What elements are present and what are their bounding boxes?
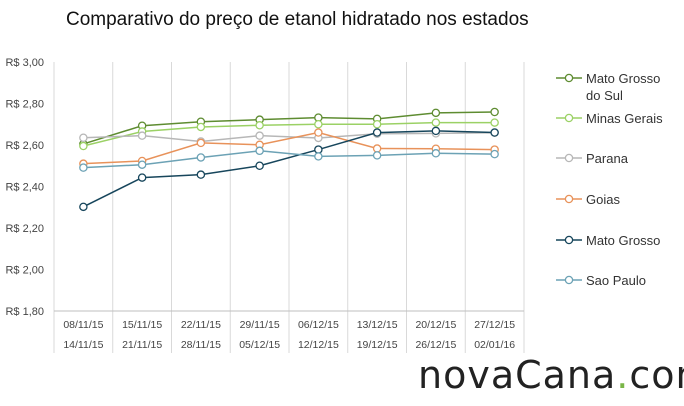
- data-point: [314, 120, 323, 129]
- legend-item-sao-paulo: Sao Paulo: [556, 273, 646, 288]
- y-tick-label: R$ 2,40: [5, 182, 44, 194]
- legend-swatch-marker: [564, 73, 574, 83]
- series-line: [83, 111, 495, 145]
- data-point: [372, 128, 382, 137]
- x-tick-label-end: 05/12/15: [239, 339, 280, 351]
- series-line: [83, 121, 495, 147]
- data-point: [255, 161, 264, 170]
- data-point: [79, 141, 88, 151]
- series-line: [83, 130, 495, 208]
- data-point: [431, 126, 441, 136]
- series-mato-grosso: [79, 126, 499, 212]
- legend-label: Sao Paulo: [586, 273, 646, 288]
- brand-logo: novaCana.com: [418, 356, 684, 394]
- legend-label: Minas Gerais: [586, 111, 663, 126]
- x-tick-label-start: 20/12/15: [415, 319, 456, 331]
- legend: Mato Grosso do Sul Minas Gerais Parana Goias…: [556, 71, 663, 288]
- data-point: [490, 128, 499, 137]
- data-point: [137, 173, 147, 182]
- y-tick-label: R$ 2,00: [5, 265, 44, 277]
- data-point: [490, 118, 499, 127]
- data-point: [314, 128, 323, 137]
- brand-tld: com: [629, 353, 684, 397]
- data-point: [255, 131, 264, 140]
- legend-label: do Sul: [586, 88, 623, 103]
- data-point: [431, 118, 441, 127]
- legend-label: Mato Grosso: [586, 233, 660, 248]
- series-minas-gerais: [79, 118, 499, 151]
- data-point: [79, 133, 88, 142]
- data-point: [372, 144, 382, 153]
- legend-swatch-marker: [564, 275, 574, 285]
- legend-swatch-marker: [564, 153, 574, 163]
- axis-layer: R$ 1,80 R$ 2,00 R$ 2,20 R$ 2,40 R$ 2,60 R$ 2,…: [5, 57, 525, 353]
- grid-layer: [53, 62, 525, 311]
- data-point: [137, 160, 147, 169]
- data-point: [196, 138, 206, 148]
- x-tick-label-end: 14/11/15: [63, 339, 103, 351]
- legend-item-mato-grosso-do-sul: Mato Grosso do Sul: [556, 71, 660, 103]
- chart-title: Comparativo do preço de etanol hidratado…: [66, 9, 529, 30]
- series-line: [83, 150, 495, 169]
- x-tick-label-end: 02/01/16: [474, 339, 515, 351]
- x-tick-label-start: 08/11/15: [63, 319, 103, 331]
- x-tick-label-end: 28/11/15: [181, 339, 221, 351]
- data-point: [431, 108, 441, 118]
- data-point: [490, 107, 499, 117]
- data-point: [255, 121, 264, 130]
- legend-item-parana: Parana: [556, 151, 629, 166]
- y-tick-label: R$ 2,60: [5, 140, 44, 152]
- x-tick-label-start: 22/11/15: [181, 319, 221, 331]
- y-tick-label: R$ 1,80: [5, 306, 44, 318]
- legend-item-minas-gerais: Minas Gerais: [556, 111, 663, 126]
- data-point: [490, 149, 499, 159]
- x-tick-label-end: 19/12/15: [357, 339, 398, 351]
- data-point: [196, 122, 206, 132]
- data-point: [79, 163, 88, 172]
- series-line: [83, 131, 495, 165]
- x-tick-label-end: 26/12/15: [415, 339, 456, 351]
- data-point: [314, 152, 323, 161]
- legend-label: Parana: [586, 151, 629, 166]
- legend-item-mato-grosso: Mato Grosso: [556, 233, 660, 248]
- y-tick-label: R$ 3,00: [5, 57, 44, 69]
- brand-dot: .: [616, 353, 630, 397]
- y-tick-label: R$ 2,20: [5, 223, 44, 235]
- data-point: [196, 153, 206, 162]
- series-layer: [79, 107, 499, 212]
- x-tick-label-start: 13/12/15: [357, 319, 398, 331]
- data-point: [79, 202, 88, 212]
- brand-name: novaCana: [418, 353, 617, 397]
- x-tick-label-end: 12/12/15: [298, 339, 339, 351]
- legend-label: Goias: [586, 192, 620, 207]
- legend-label: Mato Grosso: [586, 71, 660, 86]
- legend-swatch-marker: [564, 235, 574, 245]
- series-sao-paulo: [79, 146, 499, 172]
- x-tick-label-end: 21/11/15: [122, 339, 162, 351]
- x-tick-label-start: 29/11/15: [240, 319, 280, 331]
- data-point: [431, 149, 441, 158]
- legend-swatch-marker: [564, 113, 574, 123]
- data-point: [255, 146, 264, 156]
- x-tick-label-start: 06/12/15: [298, 319, 339, 331]
- data-point: [137, 131, 147, 140]
- x-tick-label-start: 27/12/15: [474, 319, 515, 331]
- y-tick-label: R$ 2,80: [5, 99, 44, 111]
- data-point: [314, 145, 323, 154]
- data-point: [372, 151, 382, 160]
- x-tick-label-start: 15/11/15: [122, 319, 162, 331]
- legend-swatch-marker: [564, 194, 574, 204]
- data-point: [196, 170, 206, 179]
- series-line: [83, 132, 495, 143]
- legend-item-goias: Goias: [556, 192, 620, 207]
- data-point: [372, 120, 382, 129]
